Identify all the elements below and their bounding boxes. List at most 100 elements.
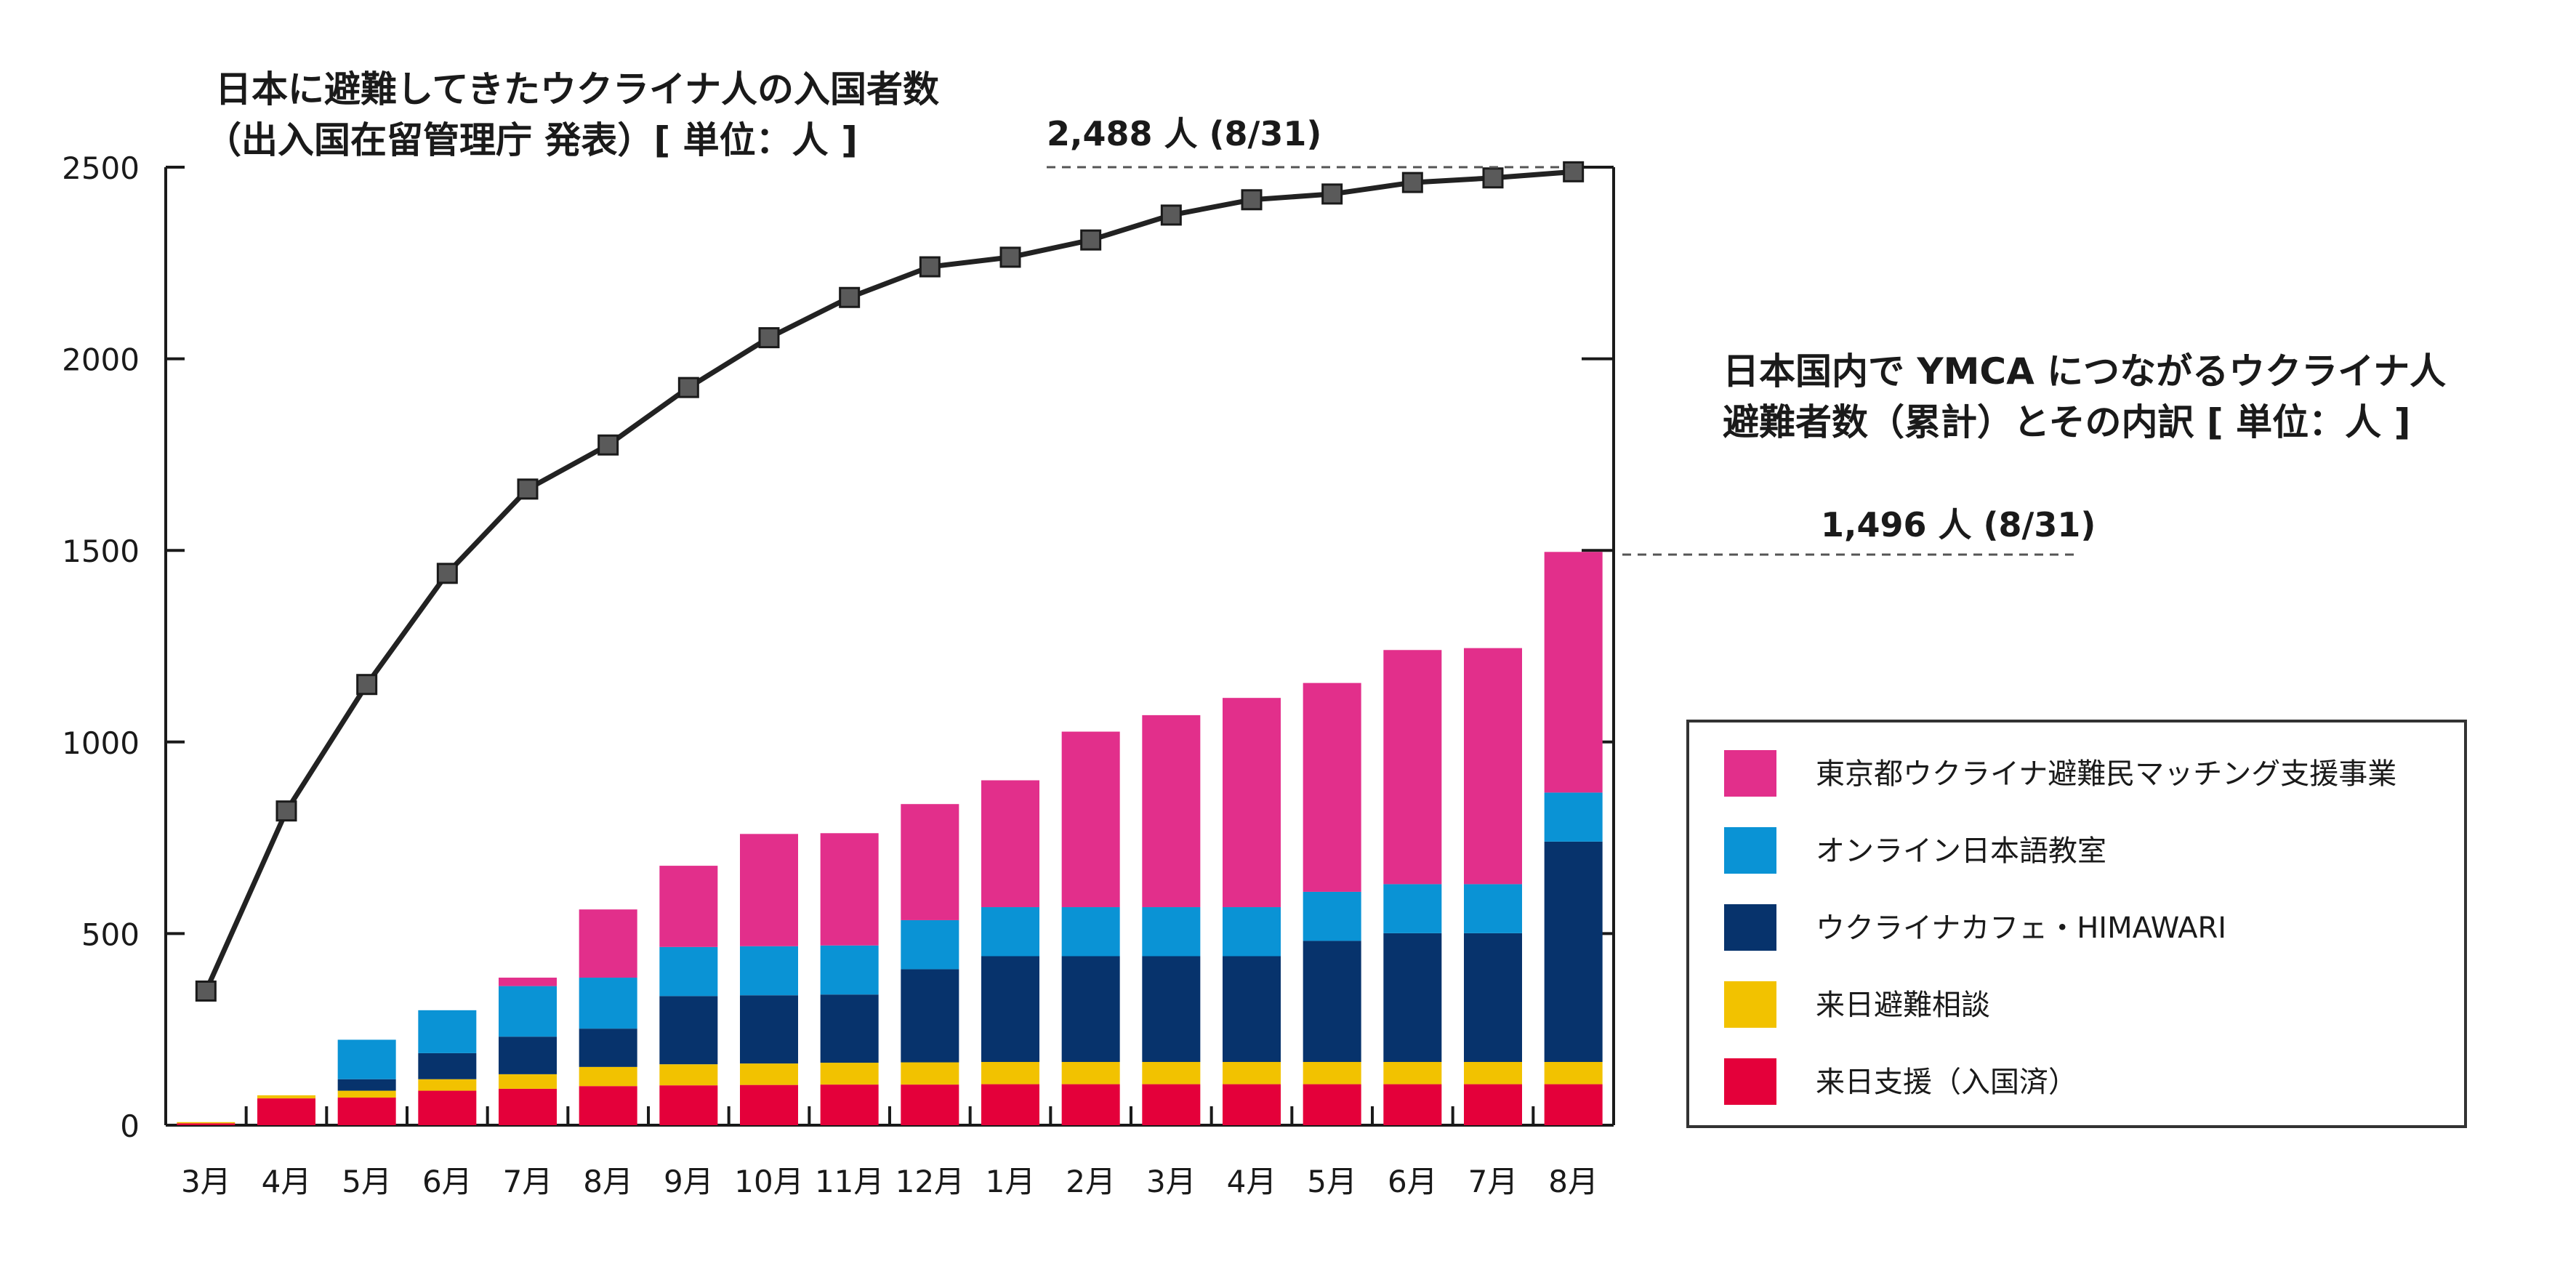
line-series bbox=[195, 161, 1585, 1002]
bar-segment bbox=[499, 978, 557, 986]
x-tick-label: 5月 bbox=[1307, 1164, 1357, 1199]
bar-segment bbox=[1303, 891, 1361, 941]
bar-segment bbox=[1061, 1062, 1120, 1084]
bar-segment bbox=[1464, 884, 1522, 933]
bar-segment bbox=[337, 1039, 396, 1079]
bar-segment bbox=[499, 1088, 557, 1125]
bar-segment bbox=[659, 866, 718, 947]
x-tick-label: 10月 bbox=[734, 1164, 803, 1199]
bar-segment bbox=[1383, 933, 1442, 1063]
bar-chart-title: 日本国内で YMCA につながるウクライナ人 避難者数（累計）とその内訳 [ 単… bbox=[1723, 350, 2446, 443]
bar-segment bbox=[579, 1029, 637, 1067]
x-tick-label: 6月 bbox=[1388, 1164, 1438, 1199]
bar-segment bbox=[901, 1062, 959, 1085]
bar-segment bbox=[499, 1074, 557, 1089]
bar-segment bbox=[579, 1066, 637, 1087]
bar-segment bbox=[740, 1084, 798, 1125]
bar-segment bbox=[1383, 884, 1442, 933]
y-tick-label: 500 bbox=[81, 917, 140, 952]
bar-segment bbox=[981, 1084, 1039, 1125]
bar-segment bbox=[820, 994, 879, 1063]
bar-segment bbox=[579, 978, 637, 1029]
bar-segment bbox=[901, 1084, 959, 1125]
bar-segment bbox=[337, 1090, 396, 1098]
line-title-line-2: （出入国在留管理庁 発表）[ 単位：人 ] bbox=[205, 119, 858, 161]
line-point bbox=[1321, 183, 1343, 205]
bar-segment bbox=[901, 969, 959, 1063]
bar-segment bbox=[740, 946, 798, 996]
x-tick-label: 7月 bbox=[503, 1164, 553, 1199]
x-tick-label: 4月 bbox=[262, 1164, 312, 1199]
bar-segment bbox=[1223, 698, 1281, 908]
bar-segment bbox=[820, 1063, 879, 1085]
bar-segment bbox=[901, 804, 959, 920]
y-tick-label: 2000 bbox=[62, 342, 140, 378]
bar-segment bbox=[740, 834, 798, 946]
legend-frame bbox=[1686, 720, 2467, 1128]
bar-segment bbox=[418, 1090, 477, 1125]
bar-segment bbox=[1544, 1062, 1603, 1084]
legend-label: オンライン日本語教室 bbox=[1816, 834, 2106, 868]
x-tick-label: 11月 bbox=[815, 1164, 884, 1199]
bar-segment bbox=[1142, 1062, 1201, 1084]
line-point bbox=[356, 674, 378, 696]
bar-segment bbox=[659, 946, 718, 997]
bar-segment bbox=[901, 919, 959, 970]
y-tick-label: 1000 bbox=[62, 725, 140, 761]
x-tick-label: 8月 bbox=[583, 1164, 633, 1199]
bar-callout: 1,496 人 (8/31) bbox=[1821, 505, 2096, 544]
line-point bbox=[919, 256, 941, 278]
bar-segment bbox=[177, 1122, 236, 1124]
bar-segment bbox=[1544, 792, 1603, 842]
line-point bbox=[758, 327, 780, 349]
bar-segment bbox=[981, 1062, 1039, 1084]
x-tick-label: 8月 bbox=[1548, 1164, 1598, 1199]
legend-label: 東京都ウクライナ避難民マッチング支援事業 bbox=[1816, 757, 2396, 791]
legend-swatch bbox=[1724, 1058, 1776, 1105]
x-tick-label: 12月 bbox=[895, 1164, 965, 1199]
bar-segment bbox=[1544, 841, 1603, 1063]
legend: 東京都ウクライナ避難民マッチング支援事業オンライン日本語教室ウクライナカフェ・H… bbox=[1686, 720, 2467, 1128]
line-title-line-1: 日本に避難してきたウクライナ人の入国者数 bbox=[215, 68, 939, 110]
line-point bbox=[517, 478, 539, 500]
bar-segment bbox=[1303, 1084, 1361, 1125]
line-point bbox=[1160, 204, 1182, 226]
bar-segment bbox=[1303, 1062, 1361, 1084]
line-point bbox=[436, 563, 458, 584]
bar-segment bbox=[1464, 1084, 1522, 1125]
bar-segment bbox=[579, 909, 637, 978]
bar-segment bbox=[1383, 1062, 1442, 1084]
line-point bbox=[1241, 189, 1263, 211]
bar-segment bbox=[1464, 648, 1522, 885]
bar-segment bbox=[820, 1084, 879, 1125]
bar-segment bbox=[659, 996, 718, 1065]
bar-segment bbox=[1223, 956, 1281, 1063]
line-point bbox=[1080, 229, 1102, 251]
bars bbox=[177, 552, 1603, 1125]
x-tick-label: 7月 bbox=[1468, 1164, 1518, 1199]
legend-swatch bbox=[1724, 750, 1776, 797]
x-tick-label: 2月 bbox=[1066, 1164, 1116, 1199]
bar-segment bbox=[1544, 1084, 1603, 1125]
line-point bbox=[1563, 161, 1585, 182]
bar-segment bbox=[579, 1086, 637, 1125]
bar-segment bbox=[418, 1052, 477, 1079]
bar-segment bbox=[981, 780, 1039, 908]
y-tick-label: 1500 bbox=[62, 534, 140, 569]
line-point bbox=[999, 246, 1021, 268]
line-point bbox=[1401, 172, 1423, 193]
line-path bbox=[204, 169, 1574, 992]
bar-segment bbox=[981, 956, 1039, 1063]
line-callout: 2,488 人 (8/31) bbox=[1047, 114, 1321, 153]
line-point bbox=[839, 286, 861, 308]
y-tick-label: 2500 bbox=[62, 150, 140, 186]
x-tick-label: 1月 bbox=[986, 1164, 1036, 1199]
x-tick-label: 9月 bbox=[664, 1164, 714, 1199]
bar-segment bbox=[418, 1079, 477, 1091]
legend-swatch bbox=[1724, 904, 1776, 951]
bar-segment bbox=[981, 907, 1039, 957]
bar-segment bbox=[1383, 1084, 1442, 1125]
bar-segment bbox=[1142, 956, 1201, 1063]
x-tick-label: 5月 bbox=[342, 1164, 392, 1199]
